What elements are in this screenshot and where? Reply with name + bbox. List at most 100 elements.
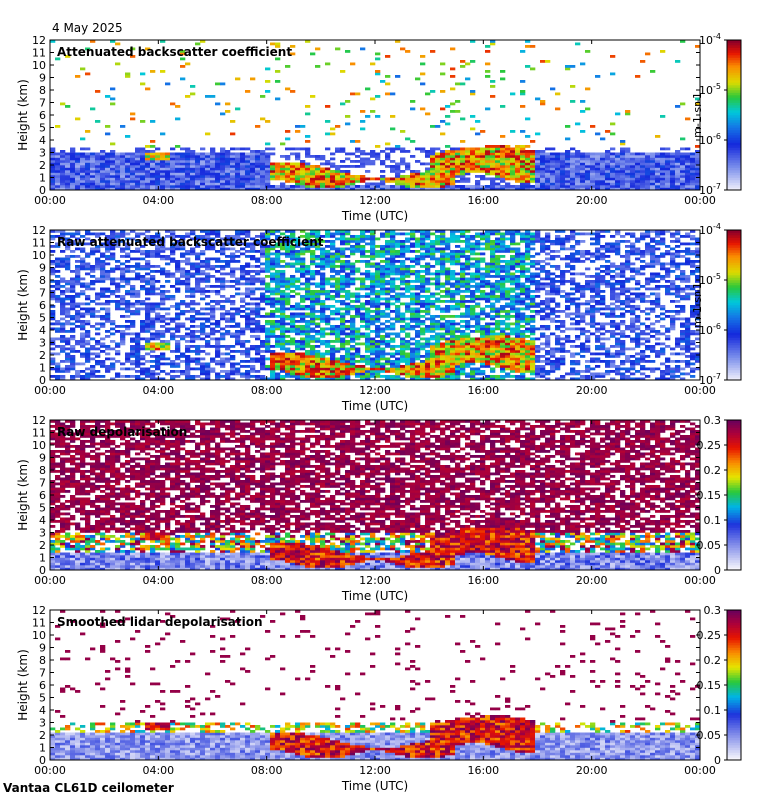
heatmap-cell xyxy=(555,185,561,188)
heatmap-cell xyxy=(280,375,286,378)
heatmap-cell xyxy=(650,172,656,176)
heatmap-cell xyxy=(470,162,476,166)
heatmap-cell xyxy=(120,307,126,311)
heatmap-cell xyxy=(380,265,386,268)
heatmap-cell xyxy=(640,187,646,191)
heatmap-cell xyxy=(140,367,146,371)
heatmap-cell xyxy=(100,337,106,341)
heatmap-cell xyxy=(175,167,181,171)
heatmap-cell xyxy=(375,95,381,98)
heatmap-cell xyxy=(300,367,306,371)
heatmap-cell xyxy=(110,185,116,188)
heatmap-cell xyxy=(70,375,76,378)
heatmap-cell xyxy=(395,182,401,186)
heatmap-cell xyxy=(55,320,61,323)
heatmap-cell xyxy=(125,182,131,186)
heatmap-cell xyxy=(190,250,196,253)
heatmap-cell xyxy=(605,155,611,158)
heatmap-cell xyxy=(515,147,521,151)
heatmap-cell xyxy=(325,232,331,236)
heatmap-cell xyxy=(60,172,66,176)
heatmap-cell xyxy=(545,160,551,163)
heatmap-cell xyxy=(375,185,381,188)
heatmap-cell xyxy=(260,235,266,238)
heatmap-cell xyxy=(55,337,61,341)
heatmap-cell xyxy=(685,160,691,163)
heatmap-cell xyxy=(335,170,341,173)
heatmap-cell xyxy=(345,375,351,378)
heatmap-cell xyxy=(310,245,316,248)
heatmap-cell xyxy=(600,167,606,171)
heatmap-cell xyxy=(265,162,271,166)
heatmap-cell xyxy=(200,272,206,276)
heatmap-cell xyxy=(155,332,161,336)
heatmap-cell xyxy=(185,272,191,276)
heatmap-cell xyxy=(560,152,566,156)
heatmap-cell xyxy=(175,330,181,333)
heatmap-cell xyxy=(430,152,436,156)
heatmap-cell xyxy=(145,360,151,363)
heatmap-cell xyxy=(380,285,386,288)
heatmap-cell xyxy=(490,162,496,166)
heatmap-cell xyxy=(380,335,386,338)
heatmap-cell xyxy=(390,147,396,151)
heatmap-cell xyxy=(280,292,286,296)
heatmap-cell xyxy=(185,280,191,283)
heatmap-cell xyxy=(385,230,391,233)
heatmap-cell xyxy=(260,180,266,183)
heatmap-cell xyxy=(320,312,326,316)
heatmap-cell xyxy=(400,177,406,181)
heatmap-cell xyxy=(430,180,436,183)
heatmap-cell xyxy=(375,372,381,376)
heatmap-cell xyxy=(230,367,236,371)
heatmap-cell xyxy=(340,337,346,341)
heatmap-cell xyxy=(555,155,561,158)
heatmap-cell xyxy=(170,170,176,173)
heatmap-cell xyxy=(80,147,86,151)
heatmap-cell xyxy=(290,375,296,378)
heatmap-cell xyxy=(315,377,321,381)
heatmap-cell xyxy=(55,270,61,273)
heatmap-cell xyxy=(490,160,496,163)
heatmap-cell xyxy=(140,165,146,168)
heatmap-cell xyxy=(50,262,56,266)
heatmap-cell xyxy=(300,260,306,263)
heatmap-cell xyxy=(285,177,291,181)
heatmap-cell xyxy=(635,160,641,163)
heatmap-cell xyxy=(230,307,236,311)
heatmap-cell xyxy=(180,252,186,256)
heatmap-cell xyxy=(260,160,266,163)
heatmap-cell xyxy=(450,75,456,78)
heatmap-cell xyxy=(370,247,376,251)
heatmap-cell xyxy=(185,285,191,288)
heatmap-cell xyxy=(400,130,406,133)
heatmap-cell xyxy=(340,247,346,251)
heatmap-cell xyxy=(135,247,141,251)
heatmap-cell xyxy=(545,157,551,161)
heatmap-cell xyxy=(120,315,126,318)
heatmap-cell xyxy=(115,325,121,328)
heatmap-cell xyxy=(270,167,276,171)
heatmap-cell xyxy=(140,170,146,173)
heatmap-cell xyxy=(605,185,611,188)
heatmap-cell xyxy=(360,255,366,258)
heatmap-cell xyxy=(60,180,66,183)
heatmap-cell xyxy=(640,160,646,163)
heatmap-cell xyxy=(125,255,131,258)
heatmap-cell xyxy=(75,342,81,346)
heatmap-cell xyxy=(285,155,291,158)
heatmap-cell xyxy=(150,160,156,163)
heatmap-cell xyxy=(310,165,316,168)
heatmap-cell xyxy=(125,305,131,308)
heatmap-cell xyxy=(155,337,161,341)
heatmap-cell xyxy=(395,250,401,253)
heatmap-cell xyxy=(235,335,241,338)
heatmap-cell xyxy=(300,340,306,343)
heatmap-cell xyxy=(50,182,56,186)
heatmap-cell xyxy=(390,177,396,181)
heatmap-cell xyxy=(50,185,56,188)
heatmap-cell xyxy=(285,362,291,366)
heatmap-cell xyxy=(490,150,496,153)
heatmap-cell xyxy=(175,172,181,176)
heatmap-cell xyxy=(550,152,556,156)
